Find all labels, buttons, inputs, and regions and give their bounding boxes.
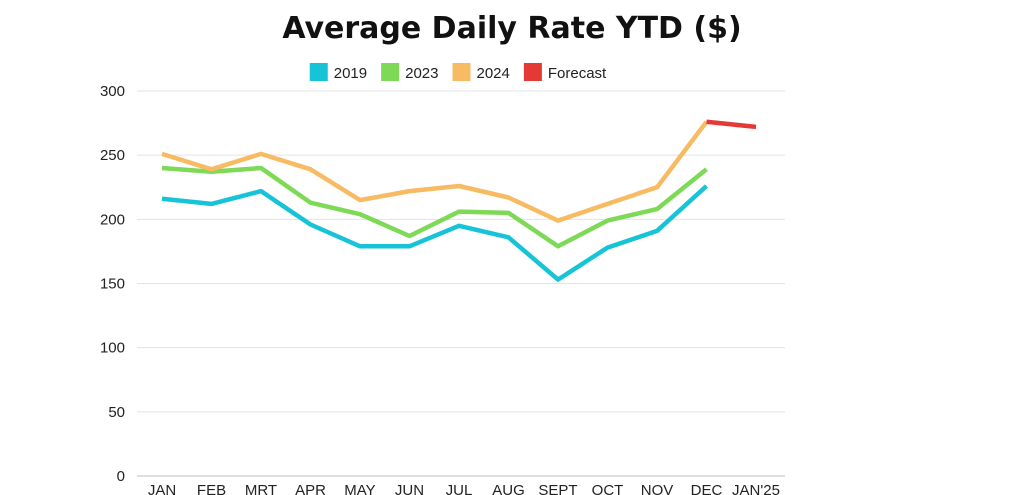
x-tick-label-sept: SEPT <box>538 482 577 495</box>
legend-swatch-2023 <box>381 63 400 81</box>
y-tick-label: 300 <box>100 83 125 100</box>
x-tick-label-may: MAY <box>344 482 375 495</box>
plot-area <box>161 119 757 282</box>
x-tick-label-jul: JUL <box>446 482 473 495</box>
legend-label-2023: 2023 <box>405 65 438 82</box>
series-line-2023 <box>161 165 708 249</box>
y-axis: 0 50 100 150 200 250 300 <box>100 83 125 485</box>
gridlines <box>137 90 785 477</box>
x-tick-label-nov: NOV <box>641 482 674 495</box>
y-tick-label: 150 <box>100 276 125 293</box>
x-tick-label-oct: OCT <box>592 482 624 495</box>
series-line-2019 <box>161 184 709 282</box>
y-tick-label: 250 <box>100 147 125 164</box>
x-tick-label-jun: JUN <box>395 482 424 495</box>
x-tick-label-dec: DEC <box>691 482 723 495</box>
chart-title: Average Daily Rate YTD ($) <box>282 11 741 46</box>
x-tick-label-jan: JAN <box>148 482 176 495</box>
series-line-2024 <box>161 120 709 223</box>
legend: 2019 2023 2024 Forecast <box>309 63 607 82</box>
x-tick-label-apr: APR <box>295 482 326 495</box>
legend-label-forecast: Forecast <box>548 65 607 82</box>
series-line-forecast <box>706 119 757 130</box>
x-axis: JAN FEB MRT APR MAY JUN JUL AUG SEPT OCT NOV DEC JAN… <box>148 482 780 495</box>
y-tick-label: 200 <box>100 211 125 228</box>
legend-swatch-2024 <box>452 63 471 81</box>
y-tick-label: 100 <box>100 340 125 357</box>
legend-label-2024: 2024 <box>477 65 510 82</box>
x-tick-label-mrt: MRT <box>245 482 277 495</box>
legend-label-2019: 2019 <box>334 65 367 82</box>
legend-swatch-2019 <box>309 63 328 81</box>
x-tick-label-aug: AUG <box>492 482 525 495</box>
x-tick-label-jan-25: JAN'25 <box>732 482 780 495</box>
legend-swatch-forecast <box>523 63 542 81</box>
y-tick-label: 0 <box>117 468 125 485</box>
x-tick-label-feb: FEB <box>197 482 226 495</box>
y-tick-label: 50 <box>108 404 125 421</box>
